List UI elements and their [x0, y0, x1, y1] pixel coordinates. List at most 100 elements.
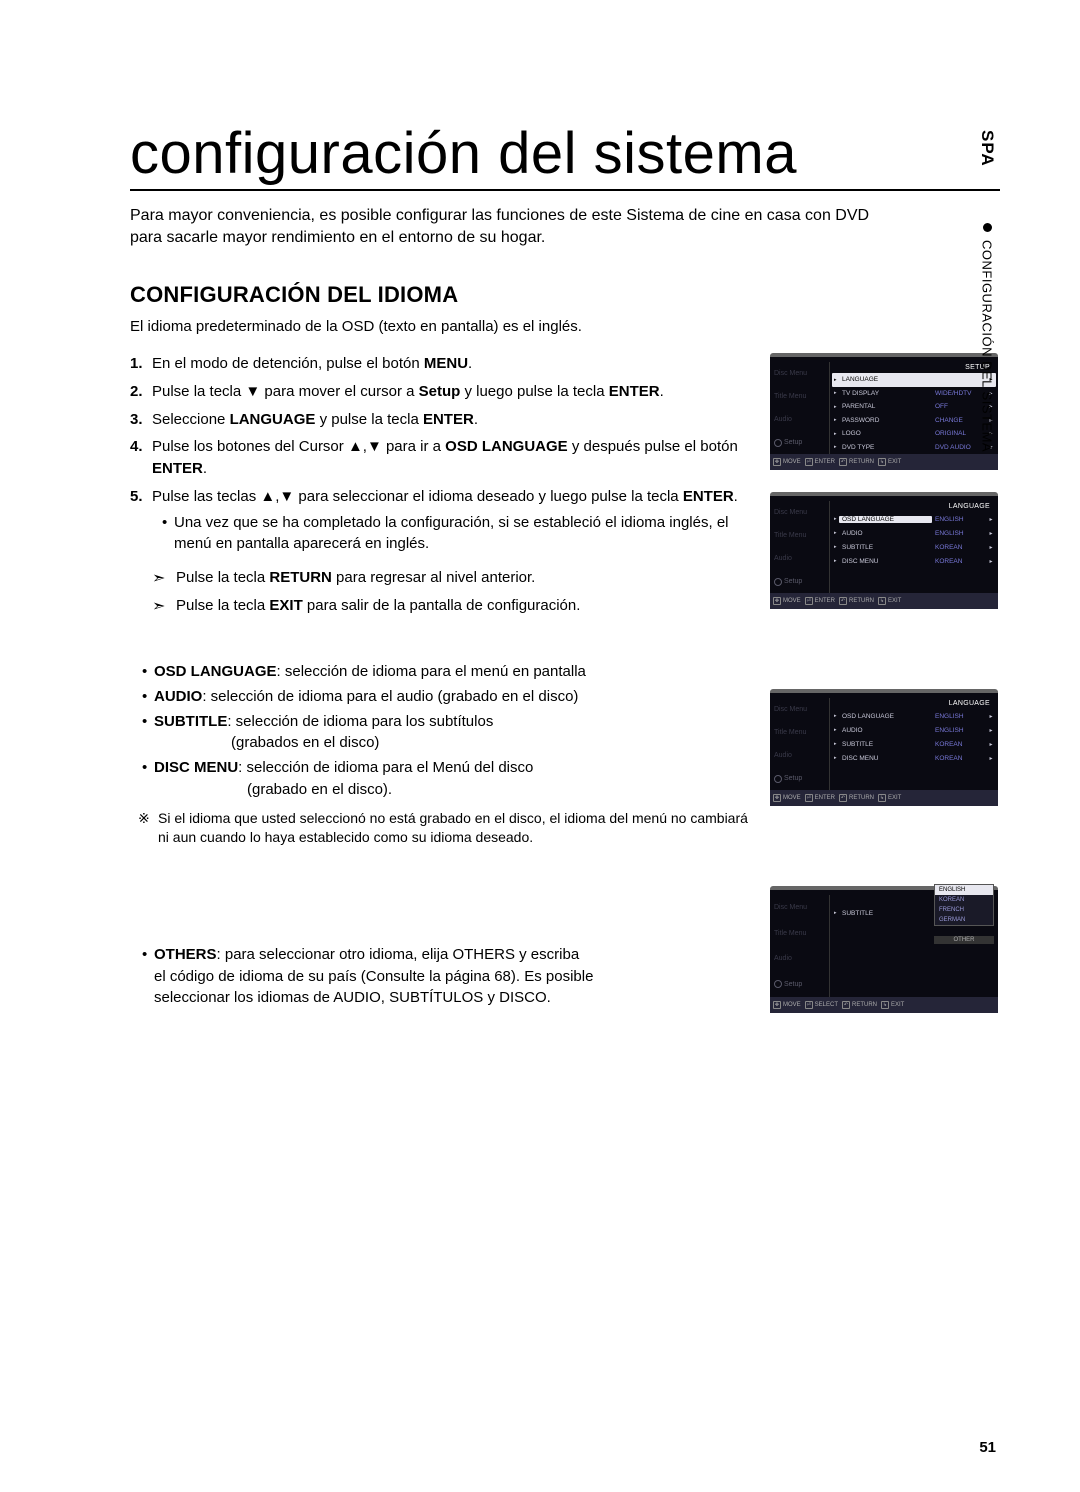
section-subtext: El idioma predeterminado de la OSD (text…: [130, 318, 1000, 335]
move-icon: ✥: [773, 597, 781, 605]
osd-dropdown-item: FRENCH: [935, 905, 993, 915]
osd-header: LANGUAGE: [832, 700, 996, 709]
def-subtitle: •SUBTITLE: selección de idioma para los …: [130, 711, 752, 755]
exit-icon: ↳: [878, 458, 886, 466]
osd-footer: ✥MOVE ⏎ENTER ↶RETURN ↳EXIT: [770, 454, 998, 470]
arrow-note-exit: ➣Pulse la tecla EXIT para salir de la pa…: [130, 595, 752, 619]
sub-bullet-text: Una vez que se ha completado la configur…: [174, 512, 752, 556]
osd-nav: Disc Menu Title Menu Audio Setup: [770, 895, 830, 997]
def-osd-language: •OSD LANGUAGE: selección de idioma para …: [130, 661, 752, 683]
osd-row: ▸AUDIOENGLISH▸: [832, 723, 996, 737]
osd-nav-item: Title Menu: [770, 921, 830, 947]
osd-row: ▸LOGOORIGINAL▸: [832, 427, 996, 441]
select-icon: ⏎: [805, 1001, 813, 1009]
steps-list: 1.En el modo de detención, pulse el botó…: [130, 353, 752, 555]
osd-row: ▸OSD LANGUAGEENGLISH▸: [832, 709, 996, 723]
osd-nav-item: Disc Menu: [770, 895, 830, 921]
osd-row: ▸LANGUAGE▸: [832, 373, 996, 387]
gear-icon: [774, 980, 782, 988]
page-title: configuración del sistema: [130, 120, 1000, 191]
osd-footer: ✥MOVE ⏎SELECT ↶RETURN ↳EXIT: [770, 997, 998, 1013]
return-icon: ↶: [842, 1001, 850, 1009]
gear-icon: [774, 439, 782, 447]
content-row: 1.En el modo de detención, pulse el botó…: [130, 353, 1000, 1013]
osd-screenshot-setup: Disc Menu Title Menu Audio Setup SETUP ▸…: [770, 353, 998, 470]
move-icon: ✥: [773, 794, 781, 802]
intro-text: Para mayor conveniencia, es posible conf…: [130, 205, 900, 248]
step-text: Pulse la tecla ▼ para mover el cursor a …: [152, 381, 752, 403]
side-dot-icon: [983, 223, 992, 232]
osd-footer: ✥MOVE ⏎ENTER ↶RETURN ↳EXIT: [770, 790, 998, 806]
osd-nav: Disc Menu Title Menu Audio Setup: [770, 362, 830, 454]
osd-nav-item: Title Menu: [770, 721, 830, 744]
osd-nav-item: Title Menu: [770, 385, 830, 408]
return-icon: ↶: [839, 597, 847, 605]
osd-row: ▸SUBTITLEKOREAN▸: [832, 540, 996, 554]
enter-icon: ⏎: [805, 794, 813, 802]
def-others: •OTHERS: para seleccionar otro idioma, e…: [130, 944, 752, 1009]
right-column: Disc Menu Title Menu Audio Setup SETUP ▸…: [770, 353, 1000, 1013]
step-num: 4.: [130, 436, 152, 480]
side-spa-label: SPA: [977, 130, 997, 167]
osd-row: ▸PASSWORDCHANGE▸: [832, 414, 996, 428]
step-4: 4.Pulse los botones del Cursor ▲,▼ para …: [130, 436, 752, 480]
left-column: 1.En el modo de detención, pulse el botó…: [130, 353, 752, 1013]
def-audio: •AUDIO: selección de idioma para el audi…: [130, 686, 752, 708]
osd-row: ▸TV DISPLAYWIDE/HDTV▸: [832, 387, 996, 401]
osd-nav-item: Audio: [770, 547, 830, 570]
enter-icon: ⏎: [805, 597, 813, 605]
osd-dropdown-item: ENGLISH: [935, 885, 993, 895]
exit-icon: ↳: [878, 794, 886, 802]
osd-nav-item: Title Menu: [770, 524, 830, 547]
osd-header: SETUP: [832, 364, 996, 373]
step-text: En el modo de detención, pulse el botón …: [152, 353, 752, 375]
def-disc-menu: •DISC MENU: selección de idioma para el …: [130, 757, 752, 801]
move-icon: ✥: [773, 458, 781, 466]
step-3: 3.Seleccione LANGUAGE y pulse la tecla E…: [130, 409, 752, 431]
osd-nav-item: Setup: [770, 570, 830, 593]
enter-icon: ⏎: [805, 458, 813, 466]
osd-other-row: OTHER: [934, 936, 994, 944]
step-num: 3.: [130, 409, 152, 431]
step-text: Seleccione LANGUAGE y pulse la tecla ENT…: [152, 409, 752, 431]
osd-nav-item: Audio: [770, 408, 830, 431]
step-num: 5.: [130, 486, 152, 555]
osd-row: ▸DVD TYPEDVD AUDIO▾: [832, 441, 996, 455]
step-1: 1.En el modo de detención, pulse el botó…: [130, 353, 752, 375]
osd-row: ▸SUBTITLE ENGLISH KOREAN FRENCH GERMAN O…: [832, 906, 996, 920]
osd-nav-item: Setup: [770, 972, 830, 998]
side-tab: SPA CONFIGURACIÓN DEL SISTEMA: [974, 130, 1000, 452]
osd-nav: Disc Menu Title Menu Audio Setup: [770, 698, 830, 790]
note-line: ※Si el idioma que usted seleccionó no es…: [130, 809, 752, 848]
step-num: 2.: [130, 381, 152, 403]
osd-nav-item: Disc Menu: [770, 501, 830, 524]
page: configuración del sistema Para mayor con…: [0, 0, 1080, 1053]
gear-icon: [774, 578, 782, 586]
osd-dropdown-list: ENGLISH KOREAN FRENCH GERMAN: [934, 884, 994, 926]
step-num: 1.: [130, 353, 152, 375]
osd-nav-item: Disc Menu: [770, 362, 830, 385]
page-number: 51: [979, 1439, 996, 1456]
osd-screenshot-language: Disc Menu Title Menu Audio Setup LANGUAG…: [770, 689, 998, 806]
gear-icon: [774, 775, 782, 783]
step-2: 2.Pulse la tecla ▼ para mover el cursor …: [130, 381, 752, 403]
osd-row: ▸SUBTITLEKOREAN▸: [832, 737, 996, 751]
osd-dropdown-item: KOREAN: [935, 895, 993, 905]
osd-nav-item: Audio: [770, 744, 830, 767]
exit-icon: ↳: [881, 1001, 889, 1009]
section-heading: CONFIGURACIÓN DEL IDIOMA: [130, 282, 1000, 308]
osd-screenshot-language-hl: Disc Menu Title Menu Audio Setup LANGUAG…: [770, 492, 998, 609]
osd-header: LANGUAGE: [832, 503, 996, 512]
step-5-sub: •Una vez que se ha completado la configu…: [152, 512, 752, 556]
step-5: 5. Pulse las teclas ▲,▼ para seleccionar…: [130, 486, 752, 555]
osd-screenshot-subtitle-dropdown: Disc Menu Title Menu Audio Setup LANGUAG…: [770, 886, 998, 1013]
exit-icon: ↳: [878, 597, 886, 605]
osd-nav-item: Audio: [770, 946, 830, 972]
definitions-block: •OSD LANGUAGE: selección de idioma para …: [130, 661, 752, 848]
arrow-icon: ➣: [152, 567, 176, 591]
osd-nav-item: Setup: [770, 767, 830, 790]
osd-dropdown-item: GERMAN: [935, 915, 993, 925]
arrow-icon: ➣: [152, 595, 176, 619]
move-icon: ✥: [773, 1001, 781, 1009]
side-section-label: CONFIGURACIÓN DEL SISTEMA: [980, 240, 995, 452]
